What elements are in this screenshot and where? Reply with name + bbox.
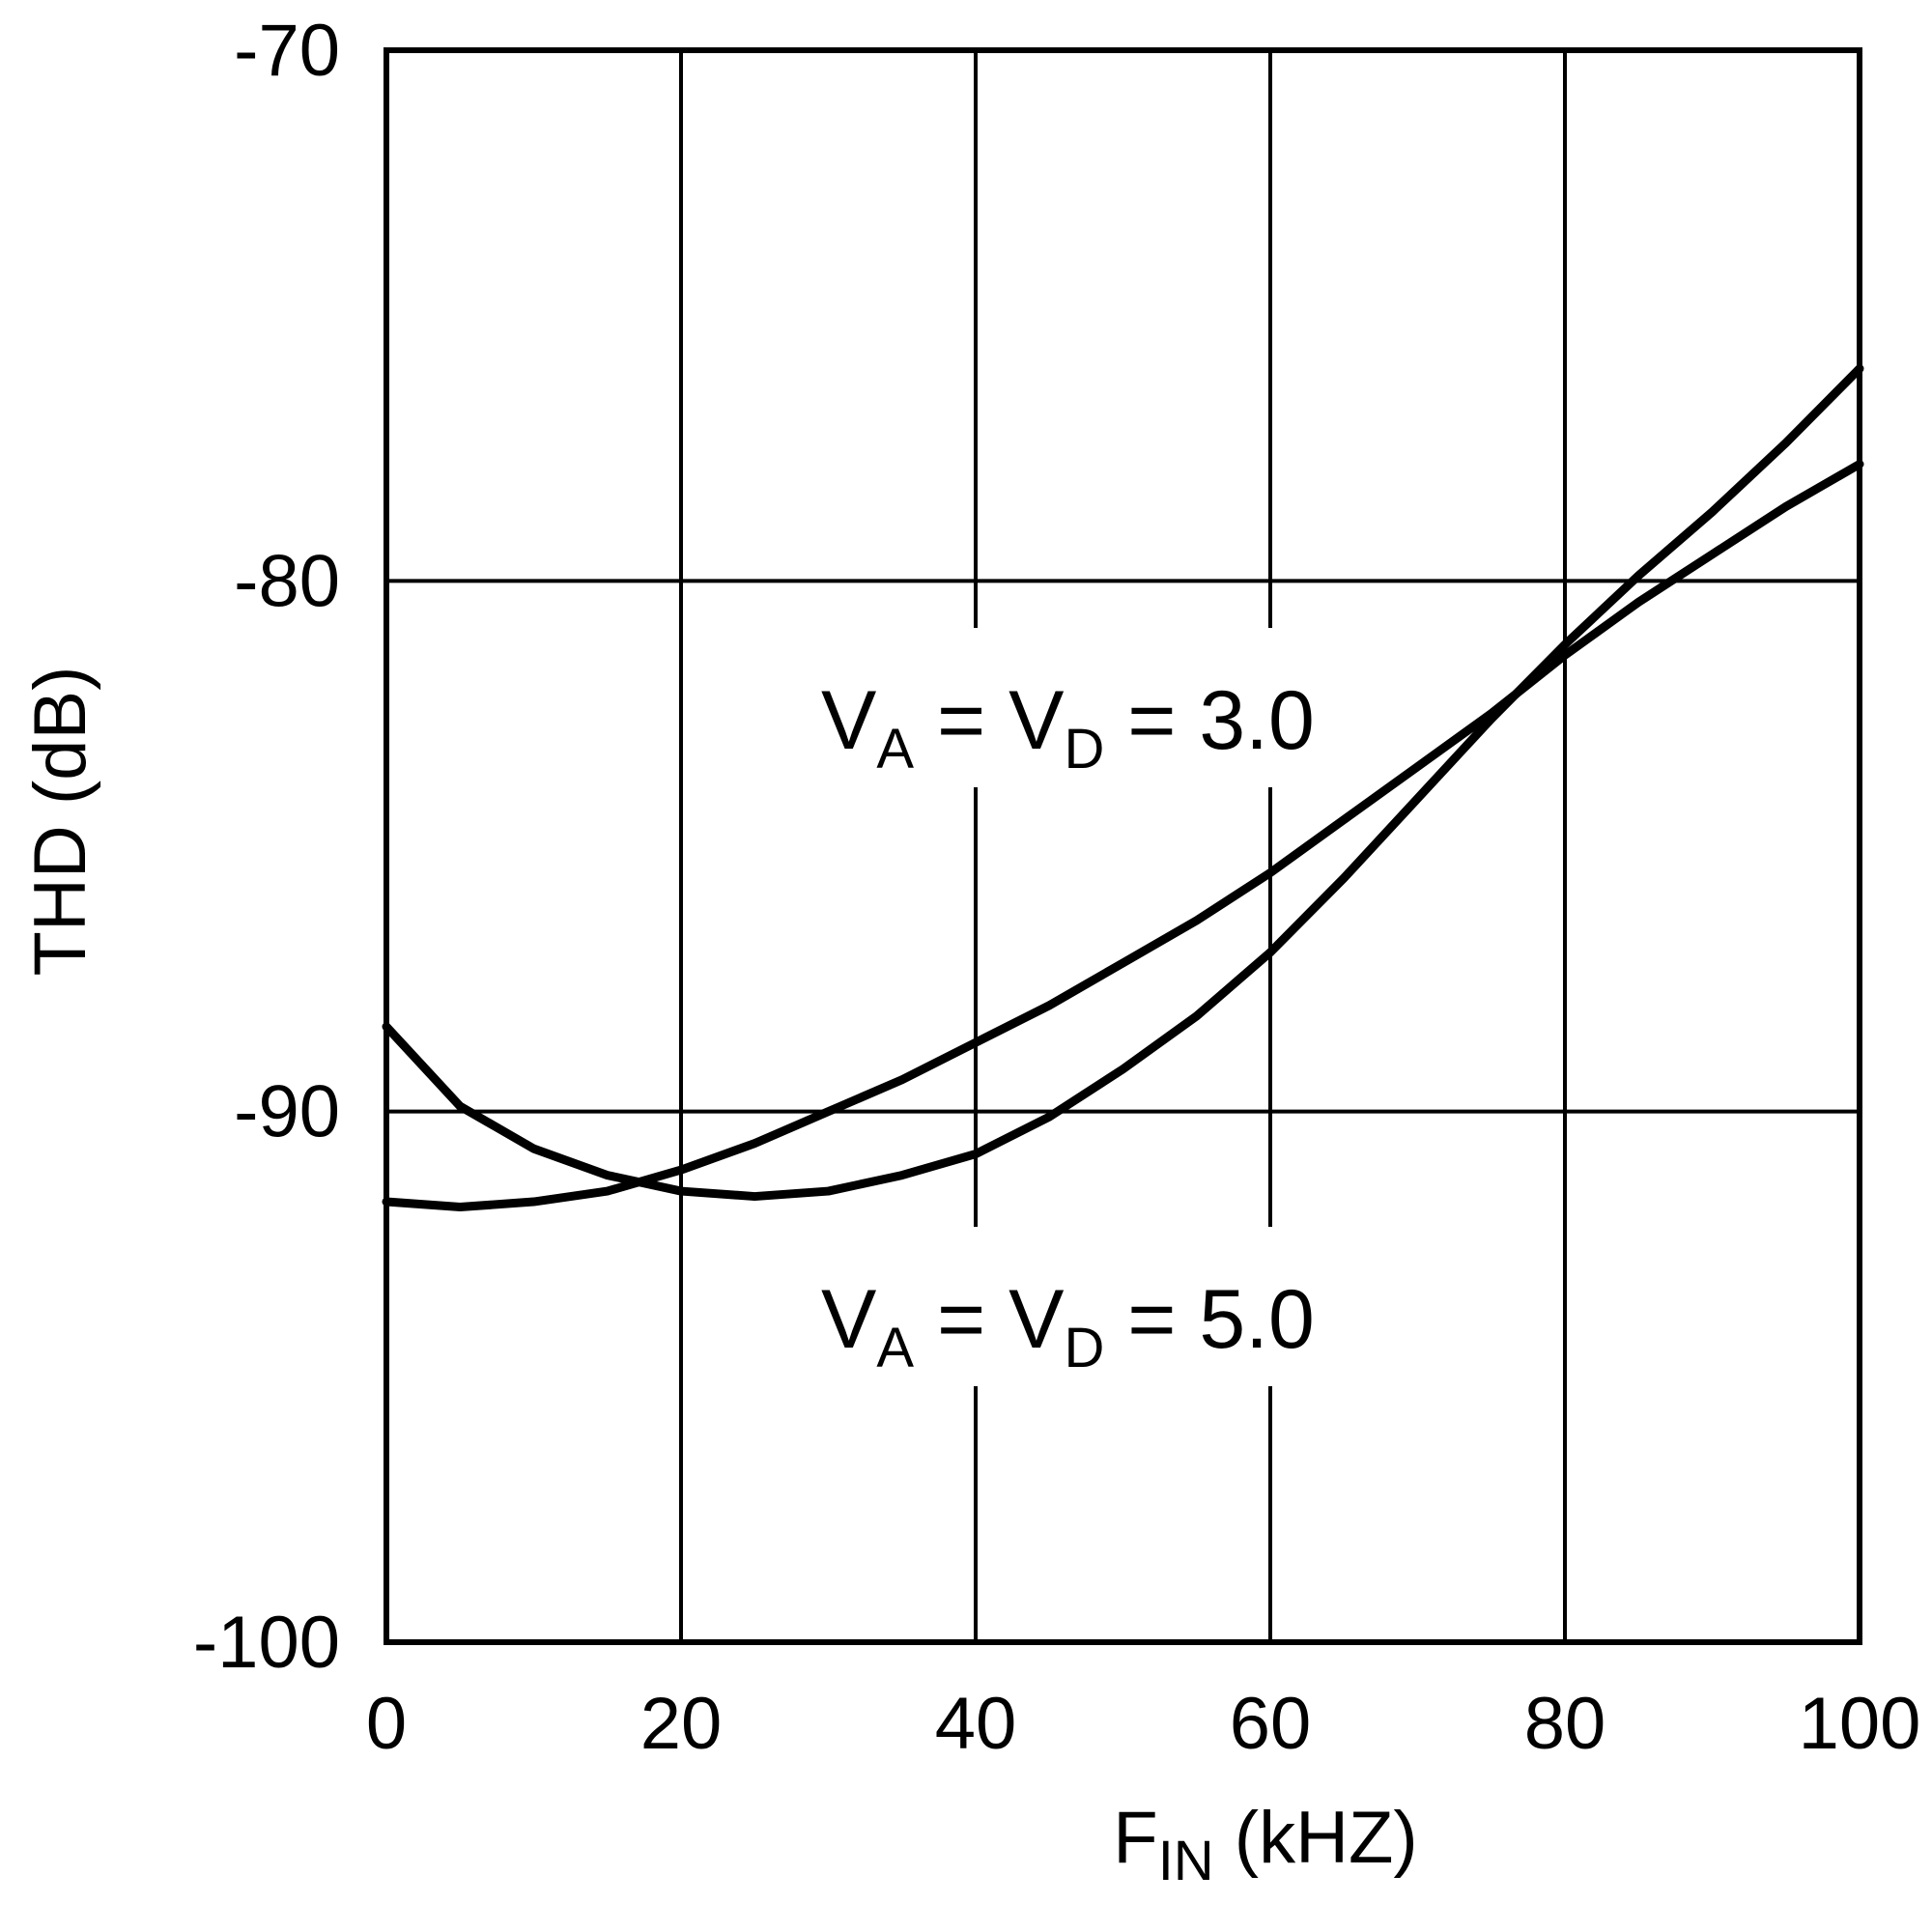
x-axis-label: FIN (kHZ)	[1113, 1797, 1417, 1892]
y-tick-label-minus-80: -80	[234, 540, 340, 622]
annotation-va-vd-5-0: VA = VD = 5.0	[821, 1273, 1315, 1379]
x-tick-label-20: 20	[640, 1683, 723, 1765]
annotation-2-suffix: = 5.0	[1104, 1273, 1315, 1366]
y-tick-labels: -70 -80 -90 -100	[193, 10, 340, 1684]
annotation-1-background	[797, 628, 1367, 787]
annotation-1-sub-a: A	[876, 718, 914, 781]
annotation-2-background	[797, 1227, 1367, 1386]
y-axis-label: THD (dB)	[19, 667, 101, 977]
annotation-2-mid: = V	[914, 1273, 1064, 1366]
x-axis-label-suffix: (kHZ)	[1214, 1797, 1418, 1879]
series-layer	[382, 364, 1864, 1212]
x-tick-label-0: 0	[366, 1683, 407, 1765]
annotation-1-sub-d: D	[1064, 718, 1104, 781]
y-tick-label-minus-100: -100	[193, 1602, 340, 1684]
annotation-2-sub-a: A	[876, 1317, 914, 1379]
annotation-1-prefix: V	[821, 674, 876, 767]
y-tick-label-minus-70: -70	[234, 10, 340, 92]
annotation-1-mid: = V	[914, 674, 1064, 767]
plot-frame	[384, 47, 1862, 1645]
x-tick-label-40: 40	[935, 1683, 1017, 1765]
annotation-2-sub-d: D	[1064, 1317, 1104, 1379]
x-axis-label-main: F	[1113, 1797, 1157, 1879]
annotation-va-vd-3-0: VA = VD = 3.0	[821, 674, 1315, 781]
x-tick-label-60: 60	[1230, 1683, 1312, 1765]
annotation-2-prefix: V	[821, 1273, 876, 1366]
series-line-va-vd-5-0	[382, 364, 1864, 1202]
x-tick-labels: 0 20 40 60 80 100	[366, 1683, 1921, 1765]
x-axis-label-sub: IN	[1158, 1830, 1214, 1892]
annotation-1-suffix: = 3.0	[1104, 674, 1315, 767]
x-tick-label-80: 80	[1524, 1683, 1606, 1765]
annotation-layer: VA = VD = 3.0 VA = VD = 5.0	[797, 628, 1367, 1386]
grid-layer	[386, 50, 1860, 1642]
x-tick-label-100: 100	[1799, 1683, 1921, 1765]
y-tick-label-minus-90: -90	[234, 1071, 340, 1153]
